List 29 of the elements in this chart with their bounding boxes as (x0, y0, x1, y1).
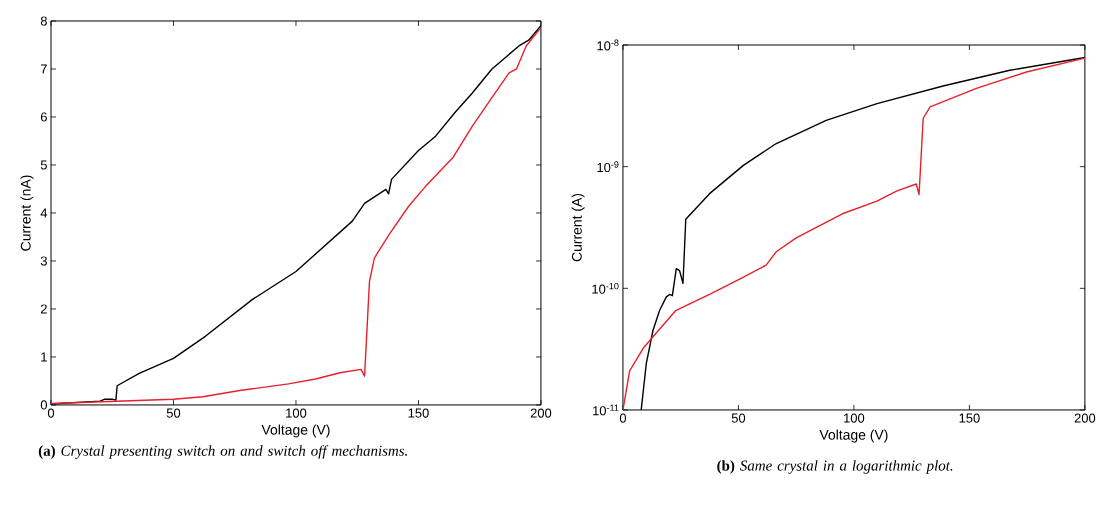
y-tick-label: 5 (40, 160, 47, 170)
y-tick-label: 7 (40, 64, 47, 74)
x-tick-label: 150 (408, 408, 429, 418)
y-tick-label: 2 (40, 304, 47, 314)
x-tick-label: 200 (1074, 413, 1096, 423)
y-tick-label: 4 (40, 208, 48, 218)
x-tick-label: 100 (844, 413, 865, 423)
y-axis-title: Current (A) (571, 193, 585, 262)
x-tick-label: 200 (530, 408, 552, 418)
text: (b) Same crystal in a logarithmic plot. (717, 460, 953, 474)
x-tick-label: 0 (619, 413, 627, 423)
x-tick-label: 0 (47, 408, 55, 418)
text: (a) Crystal presenting switch on and switch off mechanisms. (38, 445, 407, 459)
x-tick-label: 150 (959, 413, 980, 423)
x-tick-label: 50 (166, 408, 181, 418)
y-tick-label: 10$^{-9}$ (597, 161, 619, 173)
x-axis-title: Voltage (V) (819, 429, 888, 443)
y-tick-label: 8 (40, 16, 47, 26)
y-tick-label: 0 (40, 400, 47, 410)
y-axis-title: Current (nA) (20, 175, 34, 251)
y-tick-label: 10$^{-8}$ (597, 39, 619, 51)
y-tick-label: 10$^{-11}$ (593, 404, 619, 416)
x-tick-label: 50 (731, 413, 746, 423)
y-tick-label: 3 (40, 256, 47, 266)
y-tick-label: 1 (41, 352, 47, 362)
x-tick-label: 100 (286, 408, 307, 418)
x-axis-title: Voltage (V) (261, 424, 330, 438)
y-tick-label: 6 (40, 112, 47, 122)
y-tick-label: 10$^{-10}$ (592, 282, 619, 294)
